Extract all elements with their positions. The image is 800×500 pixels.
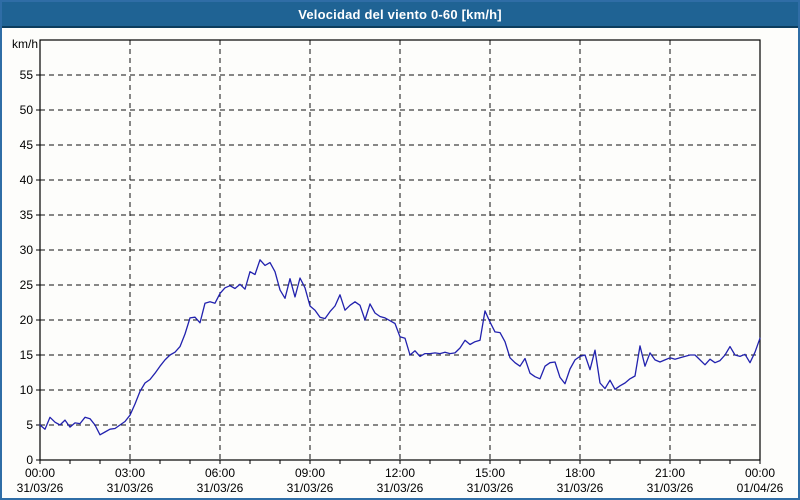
x-tick-time-label: 18:00 xyxy=(565,466,595,480)
axis-labels: 0510152025303540455055km/h00:0031/03/260… xyxy=(12,37,784,495)
x-tick-date-label: 31/03/26 xyxy=(557,481,604,495)
x-tick-time-label: 09:00 xyxy=(295,466,325,480)
y-tick-label: 30 xyxy=(20,243,34,257)
chart-title-bar: Velocidad del viento 0-60 [km/h] xyxy=(2,2,798,28)
plot-border xyxy=(39,39,761,461)
x-tick-time-label: 12:00 xyxy=(385,466,415,480)
y-tick-label: 10 xyxy=(20,383,34,397)
y-tick-label: 50 xyxy=(20,103,34,117)
y-tick-label: 5 xyxy=(26,418,33,432)
x-tick-date-label: 31/03/26 xyxy=(107,481,154,495)
x-tick-time-label: 21:00 xyxy=(655,466,685,480)
x-tick-time-label: 03:00 xyxy=(115,466,145,480)
x-tick-date-label: 31/03/26 xyxy=(377,481,424,495)
chart-title: Velocidad del viento 0-60 [km/h] xyxy=(298,6,502,22)
x-tick-time-label: 00:00 xyxy=(25,466,55,480)
y-tick-label: 15 xyxy=(20,348,34,362)
x-tick-date-label: 31/03/26 xyxy=(467,481,514,495)
gridlines xyxy=(40,40,758,460)
y-tick-label: 0 xyxy=(26,453,33,467)
x-tick-date-label: 01/04/26 xyxy=(737,481,784,495)
y-tick-label: 20 xyxy=(20,313,34,327)
x-tick-time-label: 15:00 xyxy=(475,466,505,480)
y-tick-label: 35 xyxy=(20,208,34,222)
x-tick-time-label: 00:00 xyxy=(745,466,775,480)
x-tick-date-label: 31/03/26 xyxy=(647,481,694,495)
x-tick-time-label: 06:00 xyxy=(205,466,235,480)
x-tick-date-label: 31/03/26 xyxy=(17,481,64,495)
y-tick-label: 55 xyxy=(20,68,34,82)
x-tick-date-label: 31/03/26 xyxy=(287,481,334,495)
y-tick-label: 25 xyxy=(20,278,34,292)
y-tick-label: 45 xyxy=(20,138,34,152)
x-tick-date-label: 31/03/26 xyxy=(197,481,244,495)
wind-speed-line xyxy=(39,259,761,436)
y-axis-unit-label: km/h xyxy=(12,37,38,51)
axes xyxy=(36,74,761,464)
y-tick-label: 40 xyxy=(20,173,34,187)
